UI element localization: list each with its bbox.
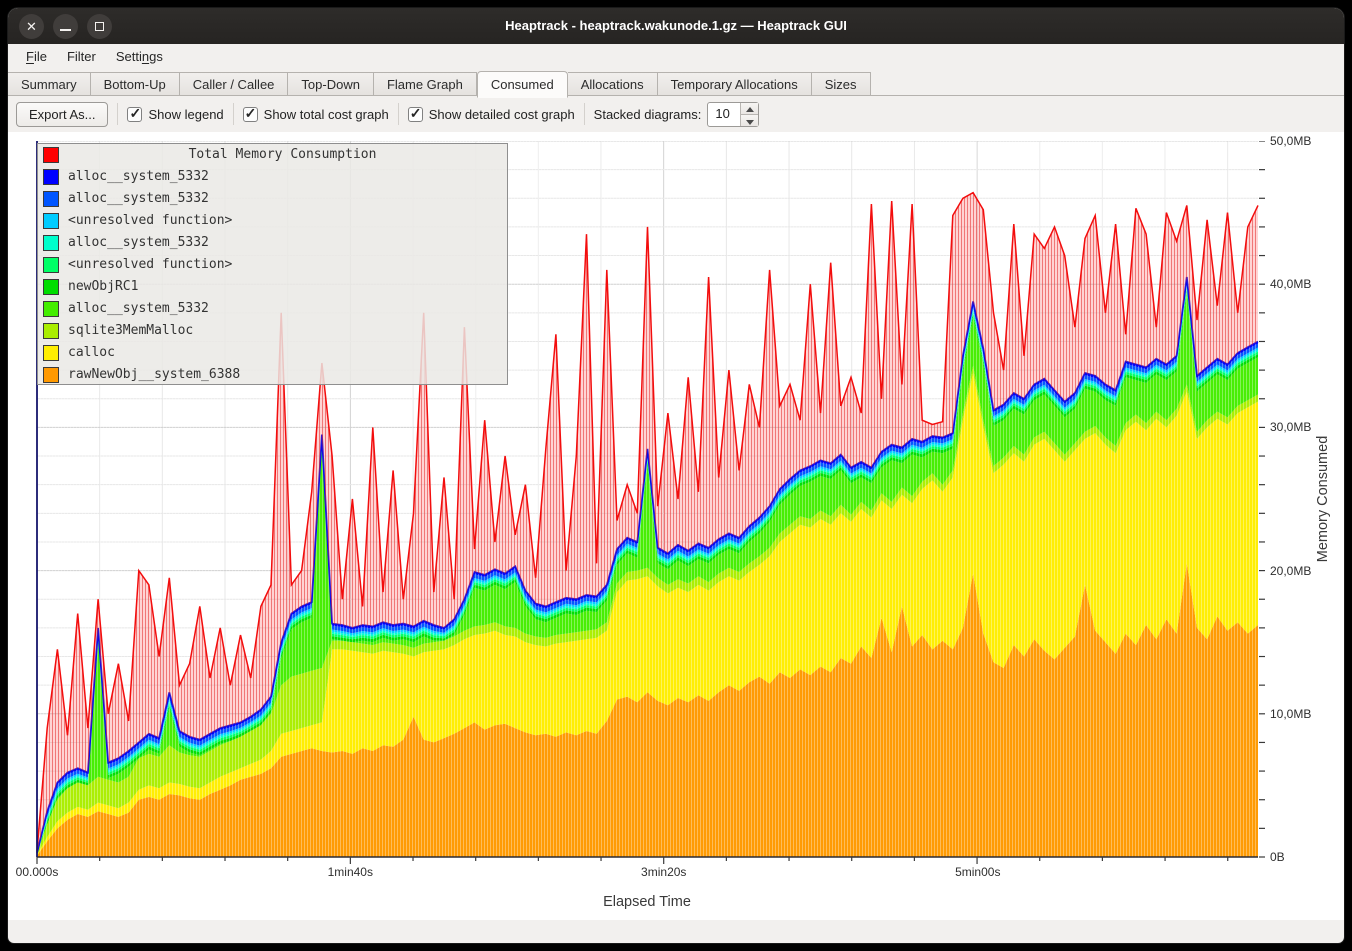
legend-swatch-icon: [43, 279, 59, 295]
maximize-button[interactable]: [87, 14, 112, 39]
checkbox-label: Show detailed cost graph: [428, 106, 575, 122]
window-title: Heaptrack - heaptrack.wakunode.1.gz — He…: [505, 18, 847, 33]
legend-item: alloc__system_5332: [38, 232, 507, 254]
menu-settings[interactable]: Settings: [115, 49, 163, 64]
checkmark-icon: [242, 105, 258, 122]
tab-consumed[interactable]: Consumed: [476, 71, 568, 98]
y-axis-title: Memory Consumed: [1315, 435, 1331, 563]
y-tick-label: 40,0MB: [1270, 277, 1312, 292]
stacked-diagrams-spinbox[interactable]: 10: [707, 101, 760, 127]
stacked-diagrams-control: Stacked diagrams: 10: [593, 101, 760, 127]
legend-item: rawNewObj__system_6388: [38, 364, 507, 386]
tab-bottom-up[interactable]: Bottom-Up: [90, 72, 180, 96]
checkbox-show-total-cost-graph[interactable]: Show total cost graph: [242, 105, 389, 122]
close-button[interactable]: ✕: [19, 14, 44, 39]
checkbox-label: Show total cost graph: [263, 106, 389, 122]
close-icon: ✕: [26, 19, 37, 34]
legend-item: alloc__system_5332: [38, 166, 507, 188]
spin-up-icon[interactable]: [741, 102, 759, 115]
checkbox-label: Show legend: [148, 106, 224, 122]
legend-item: alloc__system_5332: [38, 188, 507, 210]
tab-sizes[interactable]: Sizes: [811, 72, 871, 96]
x-tick-label: 5min00s: [955, 865, 1001, 879]
legend-swatch-icon: [43, 345, 59, 361]
legend-swatch-icon: [43, 169, 59, 185]
x-tick-label: 1min40s: [327, 865, 373, 879]
legend-label: alloc__system_5332: [68, 169, 209, 184]
tab-caller-callee[interactable]: Caller / Callee: [179, 72, 289, 96]
legend-label: alloc__system_5332: [68, 301, 209, 316]
legend-swatch-icon: [43, 323, 59, 339]
legend-swatch-icon: [43, 301, 59, 317]
toolbar-separator: [583, 103, 585, 125]
legend-label: rawNewObj__system_6388: [68, 367, 241, 382]
legend-swatch-icon: [43, 191, 59, 207]
titlebar: ✕ Heaptrack - heaptrack.wakunode.1.gz — …: [8, 8, 1344, 44]
legend-item: sqlite3MemMalloc: [38, 320, 507, 342]
toolbar-separator: [232, 103, 234, 125]
stacked-diagrams-value: 10: [715, 105, 730, 121]
legend-swatch-icon: [43, 147, 59, 163]
menubar: File Filter Settings: [8, 44, 1344, 69]
minimize-button[interactable]: [53, 14, 78, 39]
tab-temporary-allocations[interactable]: Temporary Allocations: [657, 72, 812, 96]
menu-filter[interactable]: Filter: [66, 49, 96, 64]
y-tick-label: 10,0MB: [1270, 706, 1312, 721]
legend-swatch-icon: [43, 367, 59, 383]
export-as-button[interactable]: Export As...: [16, 101, 109, 127]
y-tick-label: 50,0MB: [1270, 134, 1312, 148]
legend-item: <unresolved function>: [38, 254, 507, 276]
tab-allocations[interactable]: Allocations: [567, 72, 658, 96]
legend-label: alloc__system_5332: [68, 191, 209, 206]
tab-bar: Summary Bottom-Up Caller / Callee Top-Down F…: [8, 69, 1344, 98]
x-axis-title: Elapsed Time: [603, 894, 691, 910]
legend-swatch-icon: [43, 235, 59, 251]
checkmark-icon: [127, 105, 143, 122]
legend-item: calloc: [38, 342, 507, 364]
toolbar: Export As... Show legend Show total cost …: [8, 96, 1344, 132]
y-tick-label: 0B: [1270, 850, 1285, 864]
legend-item: newObjRC1: [38, 276, 507, 298]
legend-label: calloc: [68, 345, 115, 360]
y-tick-label: 20,0MB: [1270, 563, 1312, 578]
legend-title-row: Total Memory Consumption: [38, 144, 507, 166]
minimize-icon: [60, 29, 71, 31]
x-tick-label: 00.000s: [15, 865, 59, 879]
legend-label: newObjRC1: [68, 279, 139, 294]
checkmark-icon: [407, 105, 423, 122]
legend-item: alloc__system_5332: [38, 298, 507, 320]
legend-swatch-icon: [43, 257, 59, 273]
tab-summary[interactable]: Summary: [8, 72, 91, 96]
y-tick-label: 30,0MB: [1270, 420, 1312, 435]
legend-swatch-icon: [43, 213, 59, 229]
maximize-icon: [95, 22, 104, 31]
legend-label: sqlite3MemMalloc: [68, 323, 194, 338]
consumed-chart-area: Total Memory Consumption alloc__system_53…: [8, 132, 1344, 920]
legend-label: <unresolved function>: [68, 257, 233, 272]
tab-flame-graph[interactable]: Flame Graph: [373, 72, 477, 96]
legend-label: <unresolved function>: [68, 213, 233, 228]
tab-top-down[interactable]: Top-Down: [288, 72, 374, 96]
legend-label: Total Memory Consumption: [188, 147, 377, 162]
chart-legend: Total Memory Consumption alloc__system_53…: [37, 143, 508, 385]
menu-file[interactable]: File: [26, 49, 47, 64]
heaptrack-window: ✕ Heaptrack - heaptrack.wakunode.1.gz — …: [8, 8, 1344, 943]
toolbar-separator: [117, 103, 119, 125]
checkbox-show-legend[interactable]: Show legend: [127, 105, 224, 122]
x-tick-label: 3min20s: [641, 865, 687, 879]
stacked-diagrams-label: Stacked diagrams:: [593, 106, 702, 122]
legend-label: alloc__system_5332: [68, 235, 209, 250]
toolbar-separator: [397, 103, 399, 125]
checkbox-show-detailed-cost-graph[interactable]: Show detailed cost graph: [407, 105, 575, 122]
spin-down-icon[interactable]: [741, 114, 759, 126]
legend-item: <unresolved function>: [38, 210, 507, 232]
